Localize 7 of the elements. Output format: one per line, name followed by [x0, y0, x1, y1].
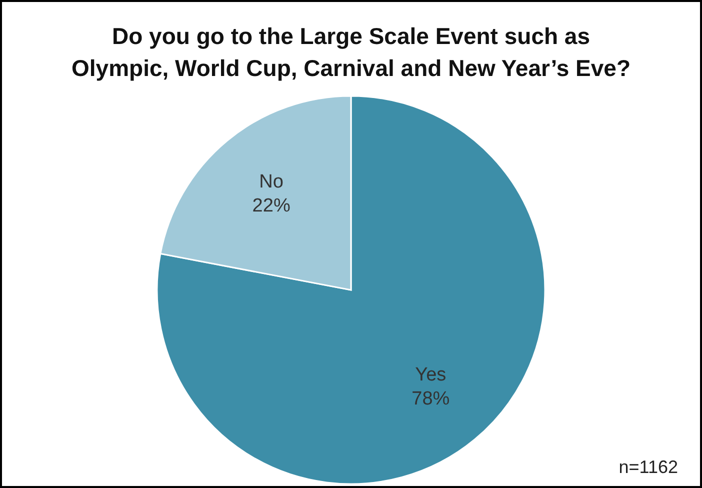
text: Do you go to the Large Scale Event such as [112, 23, 590, 49]
text: Olympic, World Cup, Carnival and New Year’s Eve? [72, 55, 630, 81]
slice-label: Yes [415, 364, 446, 386]
slice-label: No [259, 172, 284, 193]
data-label: 78% [412, 388, 450, 410]
data-label: 22% [252, 196, 290, 217]
text: n=1162 [618, 457, 678, 478]
